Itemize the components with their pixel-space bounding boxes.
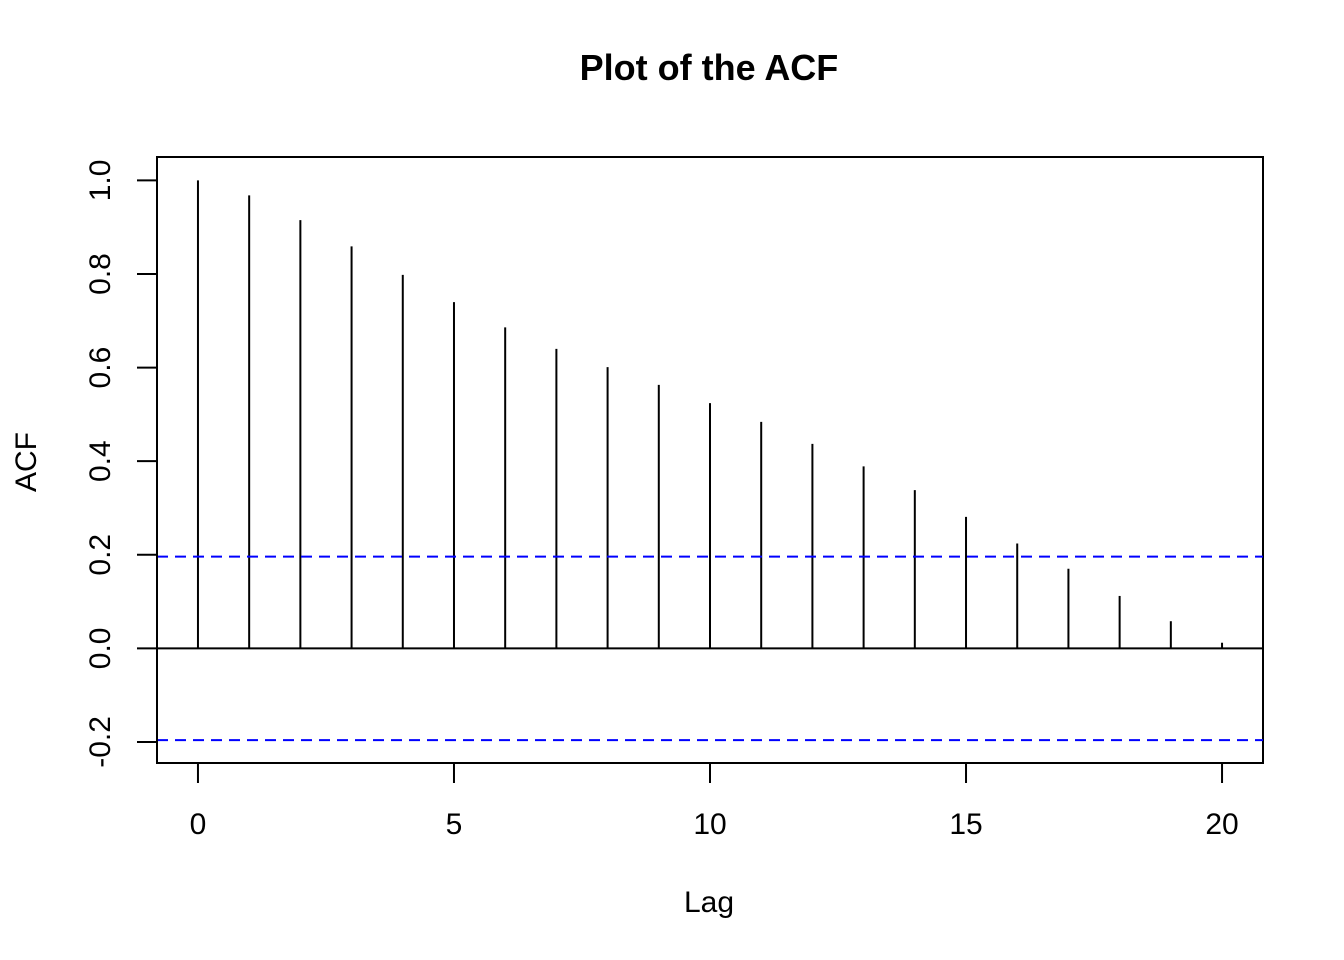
reference-lines: [157, 555, 1263, 742]
x-tick-label: 10: [693, 808, 726, 841]
y-tick-label: 0.2: [84, 534, 117, 576]
y-axis-label: ACF: [10, 432, 43, 492]
y-tick-label: 0.8: [84, 253, 117, 295]
x-axis-label: Lag: [684, 886, 734, 919]
y-axis: -0.2 0.0 0.2 0.4 0.6 0.8 1.0: [84, 160, 158, 768]
y-tick-label: 0.6: [84, 347, 117, 389]
x-tick-label: 5: [446, 808, 463, 841]
x-axis: 0 5 10 15 20: [190, 762, 1239, 841]
x-tick-label: 0: [190, 808, 207, 841]
y-tick-label: 0.0: [84, 627, 117, 669]
x-tick-label: 20: [1205, 808, 1238, 841]
x-tick-label: 15: [949, 808, 982, 841]
y-tick-label: -0.2: [84, 716, 117, 768]
y-tick-label: 0.4: [84, 440, 117, 482]
acf-bars: [196, 180, 1224, 649]
y-tick-label: 1.0: [84, 160, 117, 202]
chart-title: Plot of the ACF: [580, 47, 839, 88]
